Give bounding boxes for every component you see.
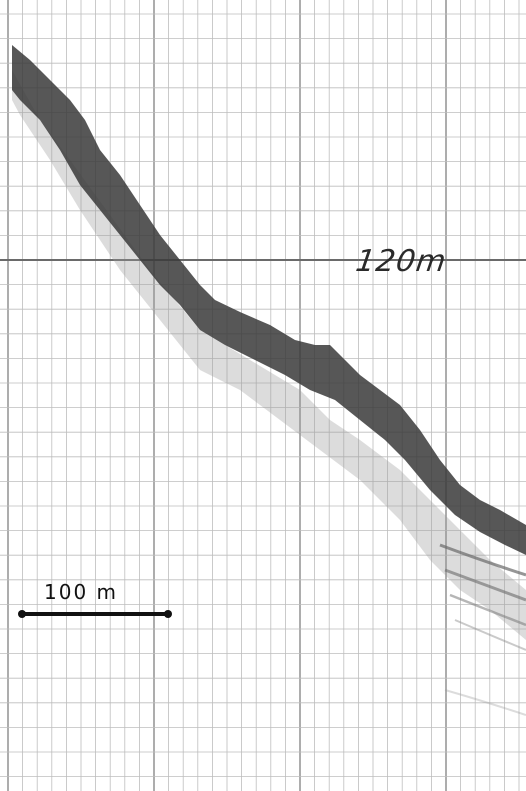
scale-bar	[18, 610, 172, 618]
sub-bottom-layer-1	[439, 543, 526, 577]
scale-bar-label: 100 m	[44, 580, 119, 604]
seabed-echo	[12, 45, 526, 716]
seabed-trace	[12, 45, 526, 555]
scale-bar-left-end	[18, 610, 26, 618]
depth-annotation: 120m	[353, 244, 449, 279]
sub-bottom-layer-2	[444, 568, 526, 602]
scale-bar-right-end	[164, 610, 172, 618]
seabed-scatter	[12, 70, 526, 640]
sub-bottom-layer-5	[444, 689, 526, 716]
sub-bottom-layer-4	[454, 619, 526, 651]
sub-bottom-layer-3	[449, 593, 526, 627]
